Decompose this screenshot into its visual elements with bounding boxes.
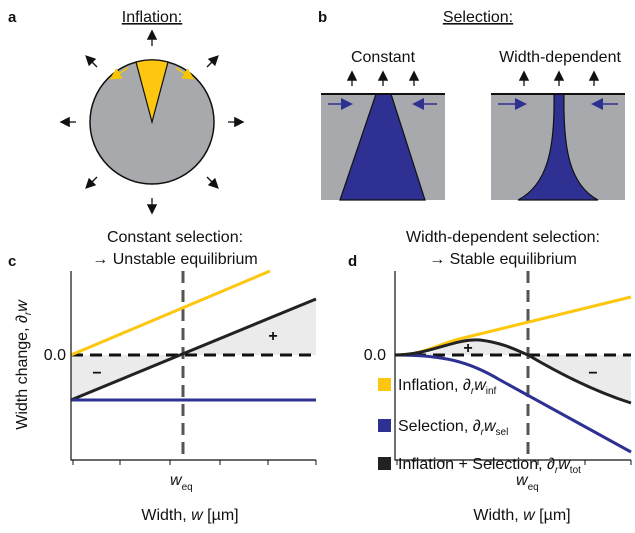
text-part: Width, [141, 507, 191, 524]
text-part: Inflation + Selection, ∂ [398, 456, 555, 473]
panel-title: Width-dependent selection: [406, 229, 600, 246]
zero-label: 0.0 [44, 347, 66, 364]
text-part: w [170, 472, 183, 489]
legend-item: Inflation, ∂rwinf [398, 377, 497, 397]
legend-swatch [378, 419, 391, 432]
text-part: Width change, ∂ [14, 315, 31, 430]
x-axis-label: Width, w [µm] [141, 507, 238, 524]
panel-c: c Constant selection: → Unstable equilib… [8, 229, 317, 524]
selection-curve [394, 353, 632, 454]
inflation-arrows [109, 67, 195, 80]
panel-title: Selection: [443, 9, 513, 26]
panel-title: Constant selection: [107, 229, 243, 246]
inflation-curve [70, 269, 271, 357]
text-part: w [523, 507, 536, 524]
panel-letter: a [8, 9, 17, 26]
legend-item: Selection, ∂rwsel [398, 418, 508, 438]
legend-swatch [378, 378, 391, 391]
text-part: [µm] [535, 507, 571, 524]
text-part: w [474, 377, 487, 394]
x-axis-label: Width, w [µm] [473, 507, 570, 524]
text-part: inf [486, 386, 497, 397]
text-part: Inflation, ∂ [398, 377, 471, 394]
panel-title: Inflation: [122, 9, 182, 26]
wedge [135, 59, 169, 125]
text-part: w [14, 299, 31, 312]
y-axis-label: Width change, ∂rw [14, 299, 34, 430]
text-part: [µm] [203, 507, 239, 524]
text-part: w [484, 418, 497, 435]
eq-label: weq [170, 472, 193, 493]
text-part: r [555, 465, 559, 476]
panel-a: a Inflation: [8, 9, 245, 215]
ticks [396, 460, 632, 465]
text-part: eq [528, 482, 539, 493]
sector [517, 93, 599, 201]
total-curve [394, 338, 632, 405]
subtitle: Width-dependent [499, 49, 621, 66]
arrows [346, 70, 600, 86]
sign: + [268, 328, 277, 345]
text-part: eq [182, 482, 193, 493]
sign: + [463, 340, 472, 357]
shading [420, 339, 631, 403]
text-part: Width, [473, 507, 523, 524]
inflation-curve [394, 295, 632, 357]
legend-swatch [378, 457, 391, 470]
zero-label: 0.0 [364, 347, 386, 364]
axes [70, 271, 316, 461]
panel-d: d Width-dependent selection: → Stable eq… [348, 229, 632, 524]
panel-title: → Unstable equilibrium [92, 251, 257, 268]
text-part: r [471, 386, 475, 397]
panel-letter: b [318, 9, 327, 26]
sign: − [92, 365, 101, 382]
subtitle: Constant [351, 49, 416, 66]
text-part: r [481, 427, 485, 438]
panel-title: → Stable equilibrium [429, 251, 577, 268]
panel-letter: c [8, 253, 16, 270]
text-part: w [558, 456, 571, 473]
eq-label: weq [516, 472, 539, 493]
sign: − [588, 365, 597, 382]
panel-letter: d [348, 253, 357, 270]
axes [394, 271, 631, 461]
text-part: tot [570, 465, 581, 476]
text-part: sel [496, 427, 509, 438]
text-part: w [191, 507, 204, 524]
ticks [72, 460, 317, 465]
text-part: w [516, 472, 529, 489]
text-part: Selection, ∂ [398, 418, 481, 435]
arrows [59, 29, 245, 215]
text-part: r [23, 311, 34, 315]
total-curve [70, 297, 317, 402]
legend-item: Inflation + Selection, ∂rwtot [398, 456, 581, 476]
panel-b: b Selection: Constant Width-dependent [318, 9, 625, 201]
